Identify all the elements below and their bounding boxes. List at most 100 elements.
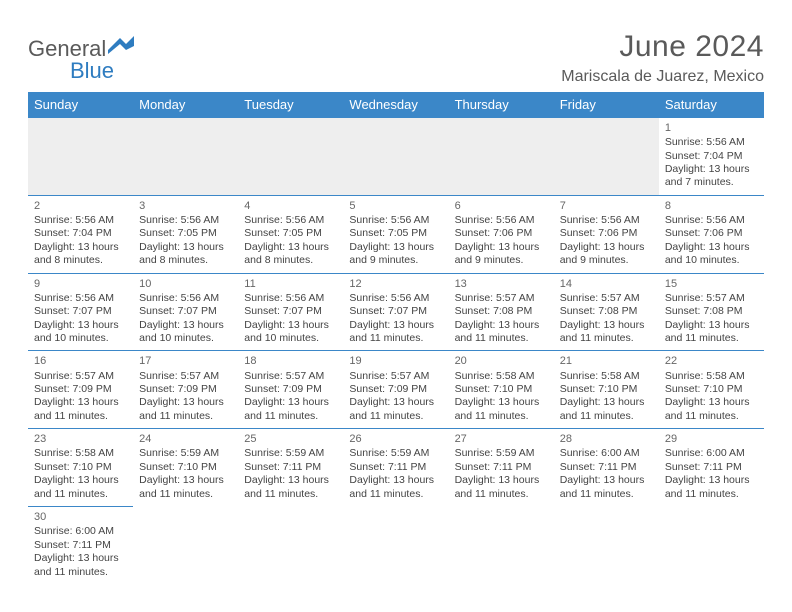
calendar-cell: 25Sunrise: 5:59 AMSunset: 7:11 PMDayligh… (238, 429, 343, 507)
day-number: 1 (665, 121, 758, 135)
calendar-cell: 17Sunrise: 5:57 AMSunset: 7:09 PMDayligh… (133, 351, 238, 429)
daylight-line: Daylight: 13 hours and 10 minutes. (244, 319, 337, 346)
sunset-line: Sunset: 7:11 PM (560, 461, 653, 474)
calendar-cell: 30Sunrise: 6:00 AMSunset: 7:11 PMDayligh… (28, 507, 133, 584)
weekday-header: Friday (554, 92, 659, 118)
title-block: June 2024 Mariscala de Juarez, Mexico (561, 30, 764, 86)
calendar-cell: 14Sunrise: 5:57 AMSunset: 7:08 PMDayligh… (554, 273, 659, 351)
daylight-line: Daylight: 13 hours and 11 minutes. (455, 396, 548, 423)
sunrise-line: Sunrise: 5:59 AM (244, 447, 337, 460)
sunrise-line: Sunrise: 5:56 AM (34, 292, 127, 305)
day-number: 27 (455, 432, 548, 446)
sunset-line: Sunset: 7:09 PM (139, 383, 232, 396)
sunrise-line: Sunrise: 5:58 AM (455, 370, 548, 383)
daylight-line: Daylight: 13 hours and 7 minutes. (665, 163, 758, 190)
sunset-line: Sunset: 7:09 PM (244, 383, 337, 396)
sunrise-line: Sunrise: 5:56 AM (349, 292, 442, 305)
daylight-line: Daylight: 13 hours and 11 minutes. (560, 319, 653, 346)
sunset-line: Sunset: 7:07 PM (34, 305, 127, 318)
sunset-line: Sunset: 7:10 PM (665, 383, 758, 396)
sunrise-line: Sunrise: 5:57 AM (665, 292, 758, 305)
day-number: 4 (244, 199, 337, 213)
day-number: 6 (455, 199, 548, 213)
calendar-cell (554, 118, 659, 196)
calendar-row: 16Sunrise: 5:57 AMSunset: 7:09 PMDayligh… (28, 351, 764, 429)
sunset-line: Sunset: 7:09 PM (349, 383, 442, 396)
daylight-line: Daylight: 13 hours and 11 minutes. (139, 396, 232, 423)
sunset-line: Sunset: 7:10 PM (139, 461, 232, 474)
sunset-line: Sunset: 7:04 PM (34, 227, 127, 240)
daylight-line: Daylight: 13 hours and 11 minutes. (349, 396, 442, 423)
weekday-header: Monday (133, 92, 238, 118)
sunrise-line: Sunrise: 6:00 AM (665, 447, 758, 460)
daylight-line: Daylight: 13 hours and 10 minutes. (34, 319, 127, 346)
sunrise-line: Sunrise: 5:56 AM (34, 214, 127, 227)
calendar-cell: 26Sunrise: 5:59 AMSunset: 7:11 PMDayligh… (343, 429, 448, 507)
sunrise-line: Sunrise: 5:56 AM (244, 292, 337, 305)
calendar-cell (238, 507, 343, 584)
sunset-line: Sunset: 7:11 PM (34, 539, 127, 552)
sunrise-line: Sunrise: 5:57 AM (349, 370, 442, 383)
sunset-line: Sunset: 7:05 PM (349, 227, 442, 240)
calendar-cell: 9Sunrise: 5:56 AMSunset: 7:07 PMDaylight… (28, 273, 133, 351)
sunrise-line: Sunrise: 5:57 AM (244, 370, 337, 383)
daylight-line: Daylight: 13 hours and 11 minutes. (665, 474, 758, 501)
logo-sub: Blue (28, 58, 114, 84)
calendar-cell: 18Sunrise: 5:57 AMSunset: 7:09 PMDayligh… (238, 351, 343, 429)
calendar-cell: 16Sunrise: 5:57 AMSunset: 7:09 PMDayligh… (28, 351, 133, 429)
day-number: 15 (665, 277, 758, 291)
sunrise-line: Sunrise: 5:58 AM (34, 447, 127, 460)
daylight-line: Daylight: 13 hours and 9 minutes. (455, 241, 548, 268)
weekday-header: Wednesday (343, 92, 448, 118)
sunrise-line: Sunrise: 6:00 AM (34, 525, 127, 538)
daylight-line: Daylight: 13 hours and 8 minutes. (244, 241, 337, 268)
day-number: 11 (244, 277, 337, 291)
daylight-line: Daylight: 13 hours and 11 minutes. (34, 552, 127, 579)
calendar-cell: 22Sunrise: 5:58 AMSunset: 7:10 PMDayligh… (659, 351, 764, 429)
day-number: 16 (34, 354, 127, 368)
sunset-line: Sunset: 7:08 PM (665, 305, 758, 318)
sunrise-line: Sunrise: 5:59 AM (139, 447, 232, 460)
day-number: 30 (34, 510, 127, 524)
sunset-line: Sunset: 7:11 PM (349, 461, 442, 474)
calendar-cell: 10Sunrise: 5:56 AMSunset: 7:07 PMDayligh… (133, 273, 238, 351)
day-number: 12 (349, 277, 442, 291)
daylight-line: Daylight: 13 hours and 9 minutes. (560, 241, 653, 268)
daylight-line: Daylight: 13 hours and 11 minutes. (139, 474, 232, 501)
weekday-header: Thursday (449, 92, 554, 118)
daylight-line: Daylight: 13 hours and 11 minutes. (560, 396, 653, 423)
sunset-line: Sunset: 7:06 PM (455, 227, 548, 240)
day-number: 10 (139, 277, 232, 291)
day-number: 5 (349, 199, 442, 213)
sunrise-line: Sunrise: 5:56 AM (139, 292, 232, 305)
sunset-line: Sunset: 7:11 PM (665, 461, 758, 474)
calendar-row: 1Sunrise: 5:56 AMSunset: 7:04 PMDaylight… (28, 118, 764, 196)
sunrise-line: Sunrise: 5:56 AM (560, 214, 653, 227)
day-number: 9 (34, 277, 127, 291)
day-number: 21 (560, 354, 653, 368)
sunset-line: Sunset: 7:05 PM (139, 227, 232, 240)
calendar-cell: 24Sunrise: 5:59 AMSunset: 7:10 PMDayligh… (133, 429, 238, 507)
sunset-line: Sunset: 7:06 PM (665, 227, 758, 240)
calendar-cell: 7Sunrise: 5:56 AMSunset: 7:06 PMDaylight… (554, 195, 659, 273)
calendar-cell: 12Sunrise: 5:56 AMSunset: 7:07 PMDayligh… (343, 273, 448, 351)
sunrise-line: Sunrise: 5:56 AM (139, 214, 232, 227)
calendar-cell (659, 507, 764, 584)
calendar-cell: 15Sunrise: 5:57 AMSunset: 7:08 PMDayligh… (659, 273, 764, 351)
sunset-line: Sunset: 7:06 PM (560, 227, 653, 240)
weekday-header: Tuesday (238, 92, 343, 118)
sunset-line: Sunset: 7:11 PM (244, 461, 337, 474)
day-number: 26 (349, 432, 442, 446)
sunrise-line: Sunrise: 5:59 AM (349, 447, 442, 460)
calendar-cell: 23Sunrise: 5:58 AMSunset: 7:10 PMDayligh… (28, 429, 133, 507)
calendar-cell: 11Sunrise: 5:56 AMSunset: 7:07 PMDayligh… (238, 273, 343, 351)
daylight-line: Daylight: 13 hours and 9 minutes. (349, 241, 442, 268)
calendar-cell: 5Sunrise: 5:56 AMSunset: 7:05 PMDaylight… (343, 195, 448, 273)
day-number: 8 (665, 199, 758, 213)
calendar-cell: 27Sunrise: 5:59 AMSunset: 7:11 PMDayligh… (449, 429, 554, 507)
sunrise-line: Sunrise: 5:57 AM (139, 370, 232, 383)
weekday-header: Saturday (659, 92, 764, 118)
daylight-line: Daylight: 13 hours and 11 minutes. (455, 474, 548, 501)
daylight-line: Daylight: 13 hours and 11 minutes. (244, 396, 337, 423)
calendar-cell: 13Sunrise: 5:57 AMSunset: 7:08 PMDayligh… (449, 273, 554, 351)
